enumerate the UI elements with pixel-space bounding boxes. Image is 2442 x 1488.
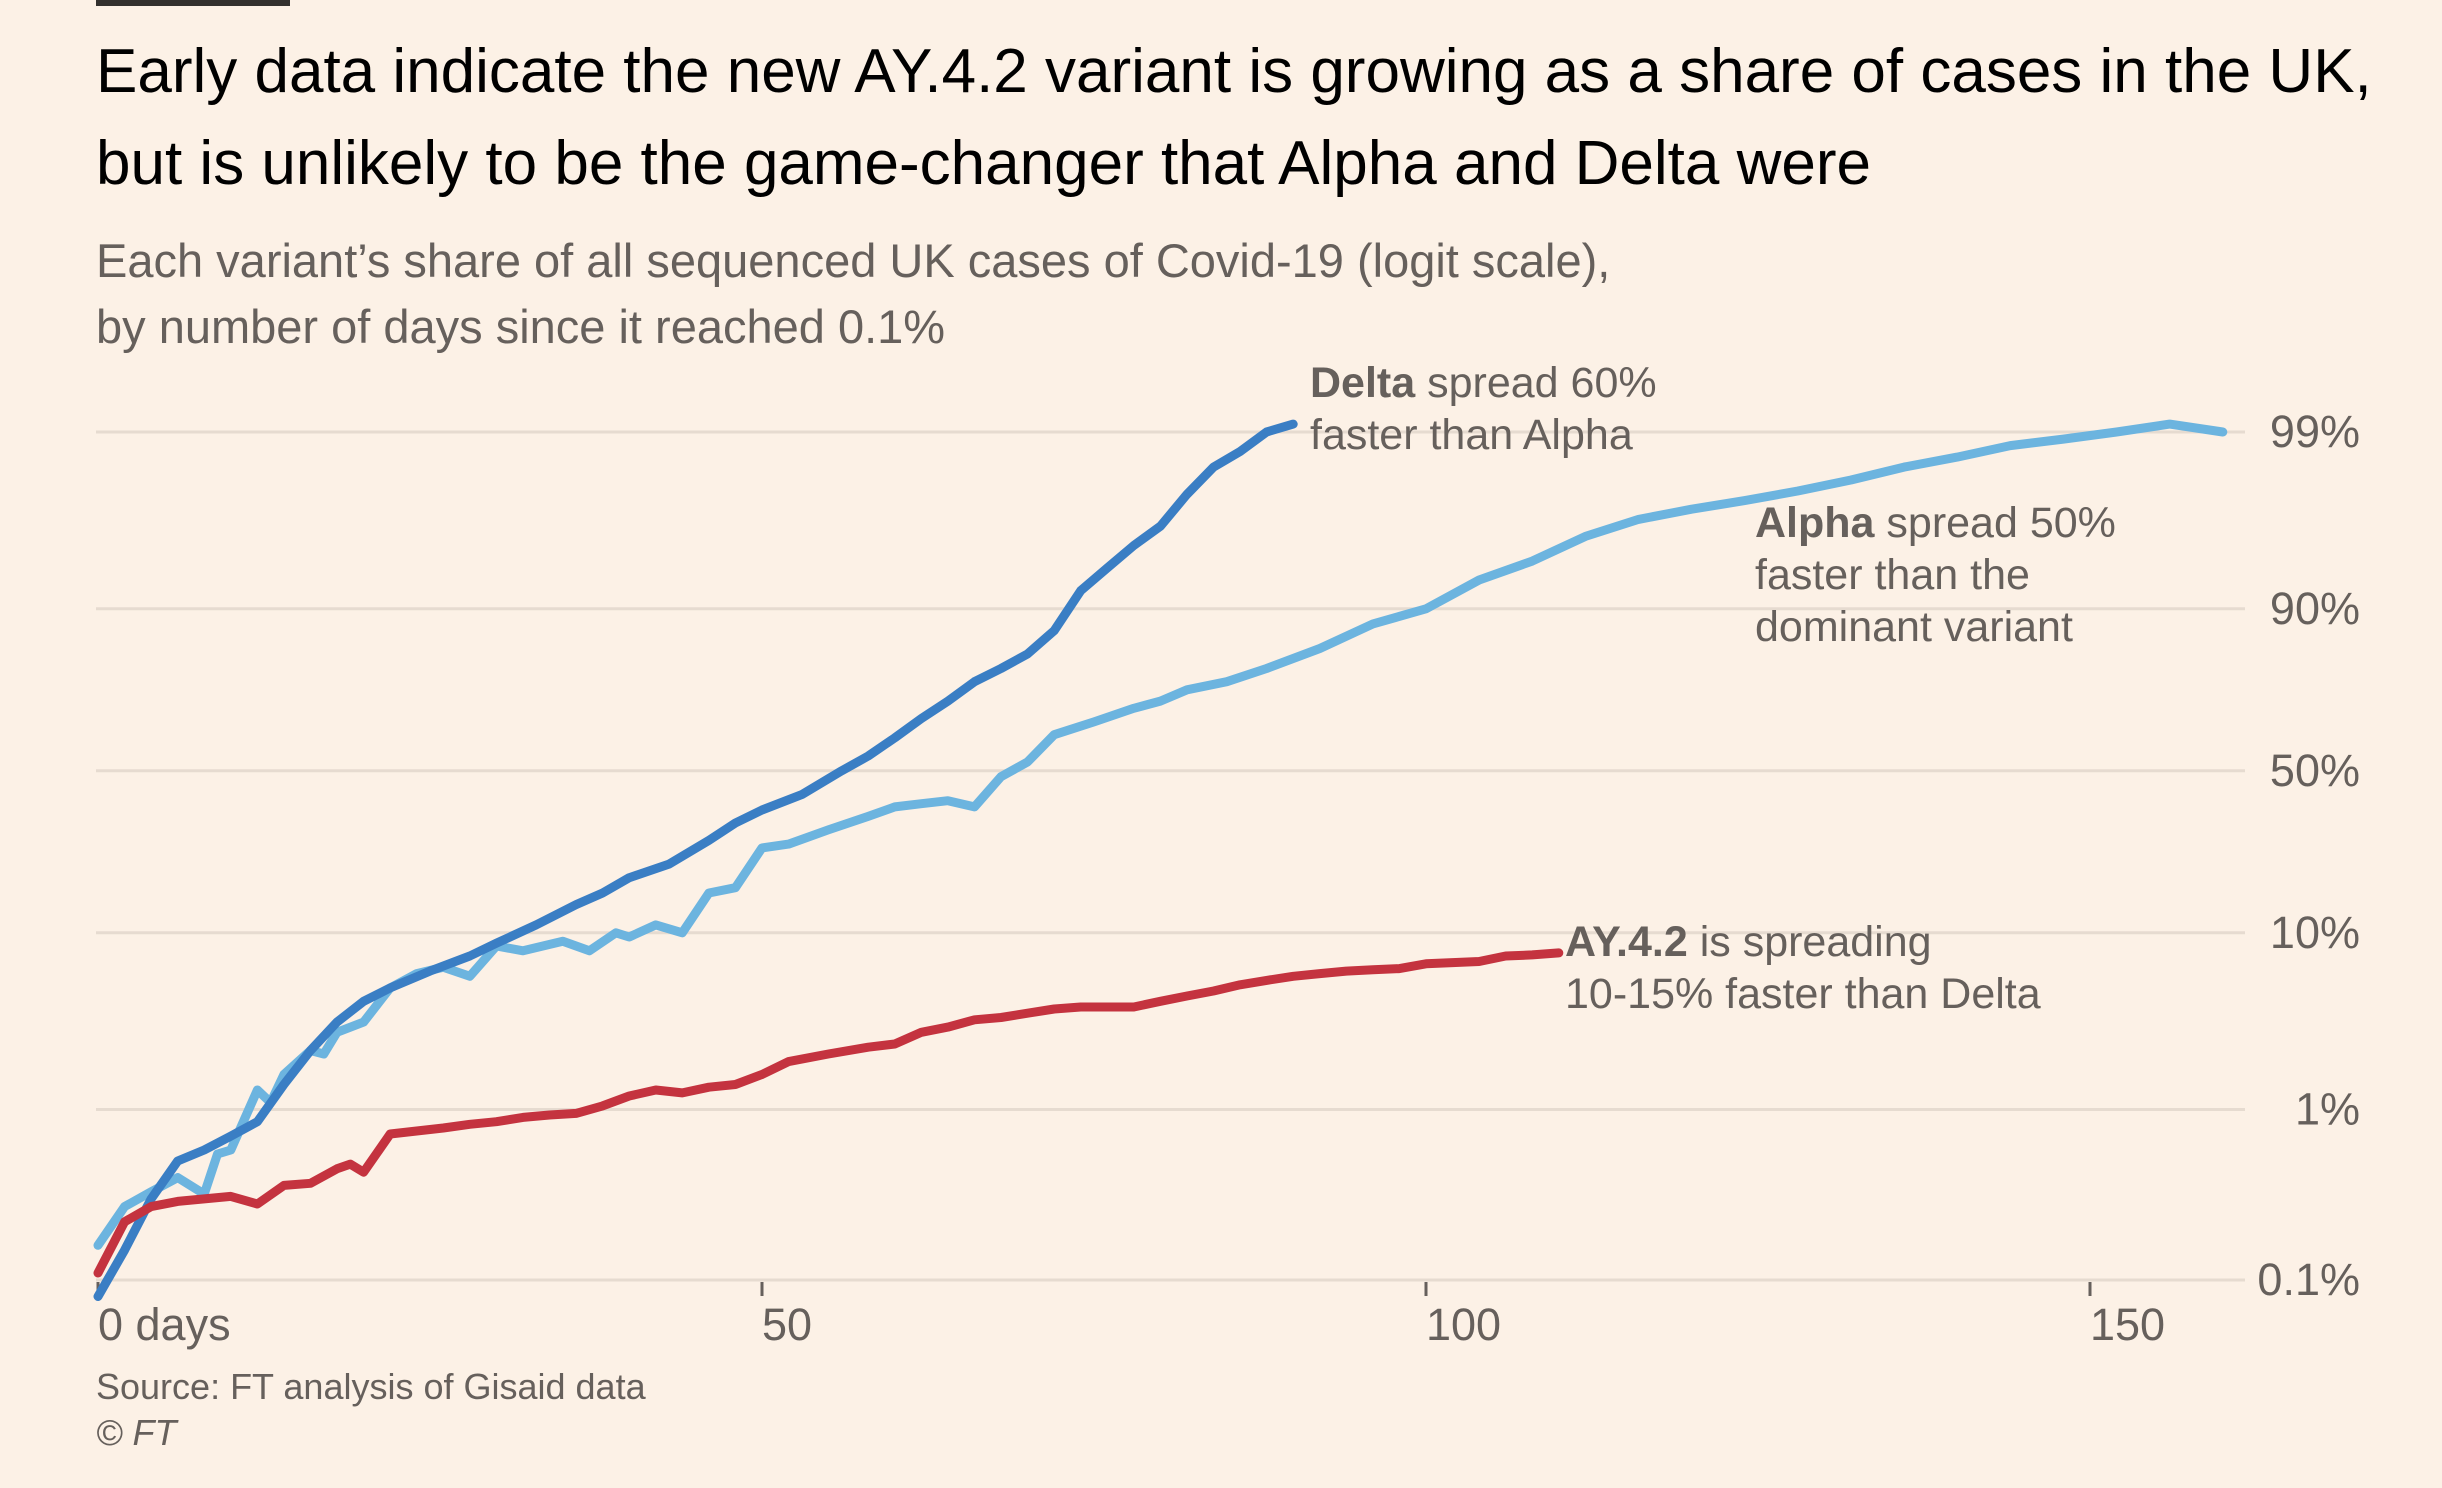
delta-annotation-line-2: faster than Alpha [1310, 411, 1633, 459]
footer: Source: FT analysis of Gisaid data © FT [96, 1364, 646, 1456]
gridlines [96, 430, 2245, 1282]
subtitle-line-1: Each variant’s share of all sequenced UK… [96, 234, 1611, 287]
ay42-annotation-text: is spreading [1688, 918, 1932, 966]
alpha-annotation-name: Alpha [1755, 499, 1876, 547]
series-line-ay-4-2 [93, 948, 1564, 1278]
top-rule [96, 0, 290, 6]
delta-annotation: Delta spread 60% [1310, 359, 1657, 407]
y-tick-label: 99% [2270, 406, 2360, 457]
ay42-annotation-name: AY.4.2 [1565, 918, 1688, 966]
series-lines [93, 419, 2228, 1301]
alpha-annotation-line-2: faster than the [1755, 551, 2030, 599]
source-note: Source: FT analysis of Gisaid data [96, 1366, 646, 1407]
series-line-delta [93, 419, 1298, 1301]
alpha-annotation-text: spread 50% [1874, 499, 2115, 547]
y-tick-label: 0.1% [2257, 1254, 2360, 1305]
chart-title: Early data indicate the new AY.4.2 varia… [96, 37, 2372, 198]
ay42-annotation: AY.4.2 is spreading [1565, 918, 1932, 966]
x-axis: 0 days 50 100 150 [96, 1282, 2165, 1350]
copyright-note: © FT [96, 1412, 177, 1453]
x-tick-label: 150 [2090, 1299, 2165, 1350]
y-tick-label: 50% [2270, 745, 2360, 796]
alpha-annotation-line-3: dominant variant [1755, 603, 2073, 651]
y-tick-label: 90% [2270, 583, 2360, 634]
delta-annotation-text: spread 60% [1415, 359, 1656, 407]
delta-annotation-name: Delta [1310, 359, 1416, 407]
ay42-annotation-line-2: 10-15% faster than Delta [1565, 970, 2041, 1018]
x-tick-label: 100 [1426, 1299, 1501, 1350]
y-axis-labels: 0.1% 1% 10% 50% 90% 99% [2257, 406, 2360, 1305]
series-line-alpha [93, 419, 2228, 1250]
subtitle-line-2: by number of days since it reached 0.1% [96, 300, 946, 353]
alpha-annotation: Alpha spread 50% [1755, 499, 2116, 547]
y-tick-label: 10% [2270, 907, 2360, 958]
chart-subtitle: Each variant’s share of all sequenced UK… [96, 228, 1896, 360]
x-tick-label: 50 [762, 1299, 812, 1350]
y-tick-label: 1% [2295, 1084, 2360, 1135]
x-tick-label: 0 days [98, 1299, 231, 1350]
